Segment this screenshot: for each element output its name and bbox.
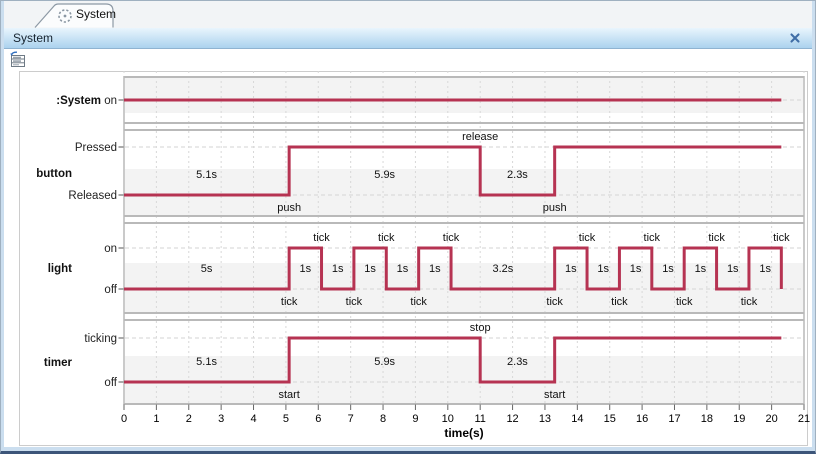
state-label: off	[104, 284, 117, 296]
axis-tick-label: 16	[636, 413, 648, 425]
close-button[interactable]	[789, 32, 801, 44]
axis-tick-label: 17	[668, 413, 680, 425]
axis-tick-label: 6	[315, 413, 321, 425]
axis-tick-label: 18	[701, 413, 713, 425]
event-label: tick	[378, 232, 395, 244]
event-label: stop	[470, 322, 491, 334]
axis-tick-label: 2	[186, 413, 192, 425]
event-label: tick	[708, 232, 725, 244]
event-label: tick	[281, 296, 298, 308]
axis-tick-label: 13	[539, 413, 551, 425]
lifeline-path	[124, 145, 782, 197]
lifeline-name: light	[48, 263, 72, 275]
timing-diagram-icon	[58, 9, 72, 23]
page-title: System	[13, 31, 54, 45]
axis-tick-label: 12	[506, 413, 518, 425]
close-icon	[790, 33, 800, 43]
axis-tick-label: 10	[442, 413, 454, 425]
duration-label: 1s	[759, 263, 771, 275]
event-label: tick	[676, 296, 693, 308]
state-label: on	[104, 95, 117, 107]
state-label: on	[104, 243, 117, 255]
lifeline-path	[124, 336, 782, 384]
event-label: push	[277, 202, 301, 214]
axis-tick-label: 9	[412, 413, 418, 425]
axis-tick-label: 14	[571, 413, 583, 425]
duration-label: 1s	[429, 263, 441, 275]
axis-tick-label: 5	[283, 413, 289, 425]
title-bar: System	[4, 28, 812, 49]
event-label: tick	[313, 232, 330, 244]
diagram-frame	[19, 71, 808, 446]
lifeline-name: :System	[56, 95, 101, 107]
duration-label: 5.1s	[196, 356, 217, 368]
lifeline-path	[124, 246, 783, 291]
axis-title: time(s)	[444, 426, 483, 440]
diagram-pane: :System on button Pressed Released 5.1s 5.9s 2.…	[4, 1, 812, 447]
duration-label: 1s	[397, 263, 409, 275]
state-label: off	[104, 377, 117, 389]
axis-tick-label: 3	[218, 413, 224, 425]
event-label: release	[462, 131, 498, 143]
axis-tick-label: 15	[604, 413, 616, 425]
tab-bar: System	[4, 1, 812, 28]
duration-label: 5s	[201, 263, 213, 275]
state-label: ticking	[84, 333, 117, 345]
duration-label: 2.3s	[507, 356, 528, 368]
event-label: tick	[579, 232, 596, 244]
tab-label[interactable]: System	[76, 7, 117, 21]
event-label: tick	[410, 296, 427, 308]
event-label: start	[544, 389, 565, 401]
lifeline-name: timer	[44, 357, 73, 369]
axis-tick-label: 4	[250, 413, 256, 425]
event-label: tick	[644, 232, 661, 244]
event-label: tick	[773, 232, 790, 244]
axis-tick-label: 0	[121, 413, 127, 425]
event-label: tick	[546, 296, 563, 308]
axis-tick-label: 1	[153, 413, 159, 425]
duration-label: 1s	[727, 263, 739, 275]
duration-label: 1s	[662, 263, 674, 275]
duration-label: 1s	[332, 263, 344, 275]
duration-label: 1s	[597, 263, 609, 275]
axis-tick-label: 8	[380, 413, 386, 425]
duration-label: 1s	[300, 263, 312, 275]
state-label: Pressed	[75, 142, 117, 154]
duration-label: 1s	[565, 263, 577, 275]
export-tsv-csv-icon	[10, 51, 25, 67]
event-label: push	[543, 202, 567, 214]
axis-tick-label: 11	[474, 413, 485, 425]
duration-label: 5.9s	[374, 356, 395, 368]
state-band	[125, 77, 803, 113]
duration-label: 1s	[695, 263, 707, 275]
axis-tick-label: 19	[733, 413, 745, 425]
event-label: tick	[346, 296, 363, 308]
duration-label: 1s	[630, 263, 642, 275]
state-band	[125, 169, 803, 216]
event-label: tick	[443, 232, 460, 244]
event-label: tick	[611, 296, 628, 308]
duration-label: 1s	[364, 263, 376, 275]
duration-label: 5.9s	[374, 169, 395, 181]
state-band	[125, 356, 803, 404]
state-label: Released	[68, 190, 117, 202]
axis-tick-label: 21	[798, 413, 810, 425]
event-label: start	[278, 389, 299, 401]
axis-tick-label: 20	[765, 413, 777, 425]
tab-shape[interactable]	[34, 3, 114, 28]
duration-label: 2.3s	[507, 169, 528, 181]
lifeline-name: button	[36, 168, 72, 180]
duration-label: 3.2s	[492, 263, 513, 275]
export-table-button[interactable]	[9, 51, 27, 68]
event-label: tick	[741, 296, 758, 308]
duration-label: 5.1s	[196, 169, 217, 181]
axis-tick-label: 7	[348, 413, 354, 425]
tab-system[interactable]	[4, 1, 134, 28]
toolbar	[4, 49, 812, 71]
